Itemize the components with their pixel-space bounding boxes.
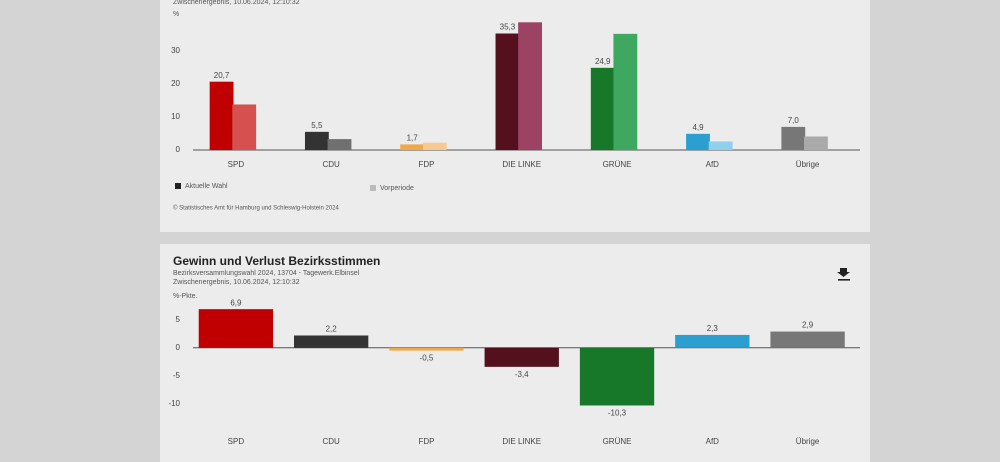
legend-swatch <box>370 185 376 191</box>
x-tick-label: Übrige <box>796 160 820 169</box>
bar <box>232 104 257 150</box>
x-tick-label: AfD <box>706 437 720 446</box>
x-tick-label: CDU <box>322 160 340 169</box>
y-tick-label: 0 <box>176 343 181 352</box>
chart-subtitle: Zwischenergebnis, 10.06.2024, 12:10:32 <box>173 0 300 6</box>
value-label: -3,4 <box>515 370 529 379</box>
bar <box>579 347 655 406</box>
value-label: 6,9 <box>230 298 242 307</box>
x-tick-label: DIE LINKE <box>502 437 541 446</box>
y-axis-label: % <box>173 11 179 18</box>
bar <box>389 347 464 351</box>
bar <box>518 22 542 150</box>
chart-subtitle: Bezirksversammlungswahl 2024, 13704 - Ta… <box>173 270 360 277</box>
value-label: 1,7 <box>407 133 419 142</box>
x-tick-label: DIE LINKE <box>502 160 541 169</box>
bar <box>294 335 369 348</box>
x-tick-label: SPD <box>228 437 245 446</box>
y-axis-label: %-Pkte. <box>173 293 198 300</box>
value-label: 5,5 <box>311 121 323 130</box>
y-tick-label: 20 <box>171 79 180 88</box>
bar <box>804 136 828 150</box>
x-tick-label: CDU <box>322 437 340 446</box>
legend-label: Aktuelle Wahl <box>185 183 228 190</box>
y-tick-label: -5 <box>173 371 181 380</box>
bar <box>781 126 806 150</box>
value-label: 35,3 <box>500 23 516 32</box>
x-tick-label: GRÜNE <box>603 160 632 169</box>
x-tick-label: AfD <box>706 160 720 169</box>
value-label: 24,9 <box>595 57 611 66</box>
bar <box>304 131 329 150</box>
x-tick-label: SPD <box>228 160 245 169</box>
x-tick-label: GRÜNE <box>603 437 632 446</box>
value-label: -10,3 <box>608 409 627 418</box>
value-label: -0,5 <box>420 354 434 363</box>
bar <box>422 142 447 150</box>
bar <box>675 334 750 348</box>
value-label: 20,7 <box>214 71 230 80</box>
bar <box>209 81 234 150</box>
download-icon[interactable] <box>837 268 850 281</box>
legend-swatch <box>175 183 181 189</box>
x-tick-label: FDP <box>418 437 434 446</box>
y-tick-label: 10 <box>171 112 180 121</box>
bar <box>613 33 638 151</box>
value-label: 2,2 <box>326 325 338 334</box>
value-label: 7,0 <box>788 116 800 125</box>
y-tick-label: 5 <box>176 315 181 324</box>
bar <box>327 139 352 150</box>
value-label: 2,9 <box>802 321 814 330</box>
value-label: 2,3 <box>707 324 719 333</box>
x-tick-label: FDP <box>418 160 434 169</box>
y-tick-label: -10 <box>168 399 180 408</box>
x-tick-label: Übrige <box>796 437 820 446</box>
source-note: © Statistisches Amt für Hamburg und Schl… <box>173 205 339 212</box>
bar <box>484 347 559 367</box>
bar <box>770 331 845 348</box>
chart-subtitle: Zwischenergebnis, 10.06.2024, 12:10:32 <box>173 279 300 286</box>
bar <box>590 67 615 150</box>
y-tick-label: 30 <box>171 46 180 55</box>
bar <box>708 141 733 150</box>
bar <box>198 309 274 348</box>
chart-title: Gewinn und Verlust Bezirksstimmen <box>173 254 380 268</box>
y-tick-label: 0 <box>176 145 181 154</box>
value-label: 4,9 <box>692 123 704 132</box>
bar <box>495 33 520 151</box>
bar <box>686 133 710 150</box>
legend-label: Vorperiode <box>380 185 414 192</box>
bar <box>400 144 425 150</box>
